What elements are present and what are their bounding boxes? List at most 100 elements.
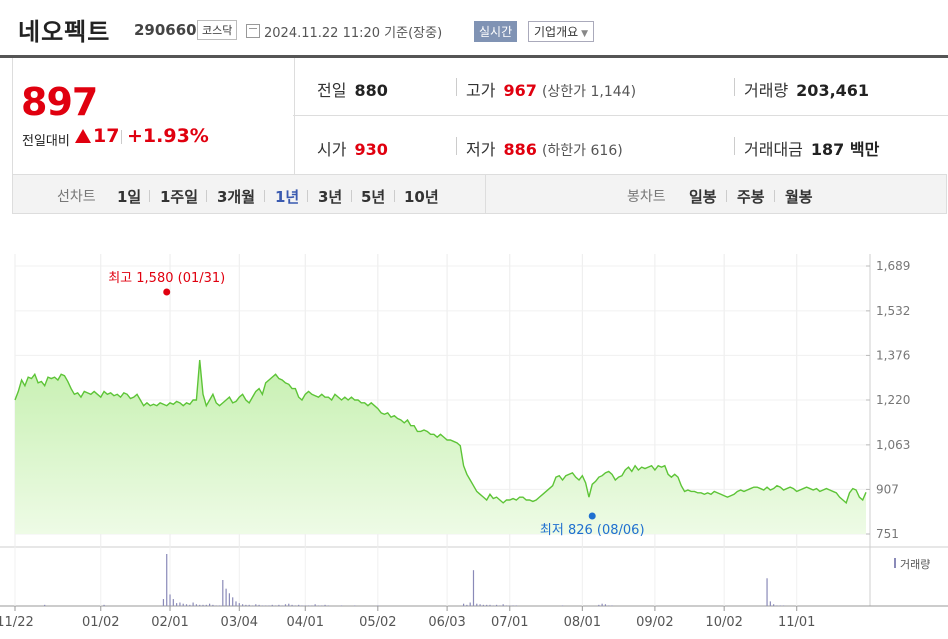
divider [734,78,735,96]
volume-bar [281,605,283,606]
x-tick-label: 05/02 [359,615,396,630]
volume-bar [103,604,105,606]
stat-open: 시가 930 [317,136,388,160]
x-tick-label: 11/22 [0,615,34,630]
x-tick-label: 09/02 [636,615,673,630]
volume-bar [489,604,491,606]
stat-value: 967 [503,81,537,100]
volume-bar [215,605,217,606]
current-price-panel: 897 전일대비 17 +1.93% [12,58,295,174]
volume-bar [261,605,263,606]
tab-5y[interactable]: 5년 [361,188,386,206]
divider [307,190,308,202]
lower-limit: (하한가 616) [541,143,623,159]
volume-bar [782,605,785,606]
y-tick-label: 1,376 [876,348,910,362]
tab-1w[interactable]: 1주일 [160,188,199,206]
volume-bar [340,605,343,606]
x-tick-label: 10/02 [705,615,742,630]
y-tick-label: 907 [876,482,899,496]
tab-1y[interactable]: 1년 [275,188,300,206]
divider [149,190,150,202]
divider [121,130,122,144]
stat-trade-value: 거래대금 187 백만 [744,136,879,160]
volume-bar [238,603,240,606]
stat-high: 고가 967 (상한가 1,144) [466,77,636,101]
divider [206,190,207,202]
volume-bar [512,605,514,606]
y-tick-label: 751 [876,527,899,541]
volume-bar [232,597,234,606]
volume-bar [235,601,237,606]
volume-bar [199,604,201,606]
volume-bar [265,605,267,606]
volume-bar [779,605,781,606]
volume-bar [245,604,247,606]
high-annotation: 최고 1,580 (01/31) [108,271,225,286]
volume-bar [251,605,254,606]
x-tick-label: 06/03 [428,615,465,630]
divider [456,137,457,155]
stat-label: 전일 [317,81,347,100]
volume-bar [469,602,471,606]
volume-bar [176,603,178,606]
stat-label: 고가 [466,81,496,100]
volume-bar [492,605,494,606]
x-axis-ticks: 11/22 01/02 02/01 03/04 04/01 05/02 06/03 07/01… [0,606,815,630]
divider [774,190,775,202]
tab-3m[interactable]: 3개월 [217,188,256,206]
volume-bar [225,588,227,606]
tab-10y[interactable]: 10년 [404,188,439,206]
volume-bar [195,604,198,606]
volume-bar [278,604,280,606]
tab-weekly[interactable]: 주봉 [737,188,765,206]
volume-bar [317,605,320,606]
upper-limit: (상한가 1,144) [541,84,637,100]
volume-bar [166,554,168,606]
realtime-button[interactable]: 실시간 [474,21,518,42]
tab-3y[interactable]: 3년 [318,188,343,206]
stock-code: 290660 [134,21,197,39]
volume-bar [608,605,610,606]
y-axis-ticks: 1,689 1,532 1,376 1,220 1,063 907 751 [866,259,910,541]
volume-bar [304,605,306,606]
stat-value: 187 백만 [810,140,880,159]
volume-bar [228,593,230,606]
stat-label: 거래대금 [744,140,803,159]
volume-bar [298,604,300,606]
volume-bar [248,604,250,606]
volume-bar [598,604,600,606]
tab-1d[interactable]: 1일 [117,188,142,206]
volume-bar [476,603,478,606]
x-tick-label: 07/01 [491,615,528,630]
stat-label: 시가 [317,140,347,159]
line-chart-label: 선차트 [57,189,96,205]
low-marker [588,512,596,520]
volume-bar [241,604,244,606]
volume-bar [561,605,564,606]
change-percent: +1.93% [127,125,209,147]
divider [734,137,735,155]
company-info-dropdown[interactable]: 기업개요 ▼ [528,21,595,42]
divider [485,175,486,213]
stat-value: 880 [354,81,388,100]
divider [394,190,395,202]
tab-monthly[interactable]: 월봉 [785,188,813,206]
volume-bar [169,594,171,606]
price-area [15,360,866,534]
volume-bar [284,604,287,606]
x-tick-label: 11/01 [778,615,815,630]
volume-bar [486,604,488,606]
volume-bar [218,605,221,606]
chevron-down-icon: ▼ [581,29,589,39]
divider [293,115,948,116]
market-badge: 코스닥 [197,20,238,40]
price-line [14,359,867,505]
stat-value: 930 [354,140,388,159]
y-tick-label: 1,063 [876,438,910,452]
volume-bar [502,604,504,606]
tab-daily[interactable]: 일봉 [689,188,717,206]
volume-bar [354,605,356,606]
chart-annotations: 최고 1,580 (01/31) 최저 826 (08/06) [108,271,644,538]
volume-bar [268,605,270,606]
